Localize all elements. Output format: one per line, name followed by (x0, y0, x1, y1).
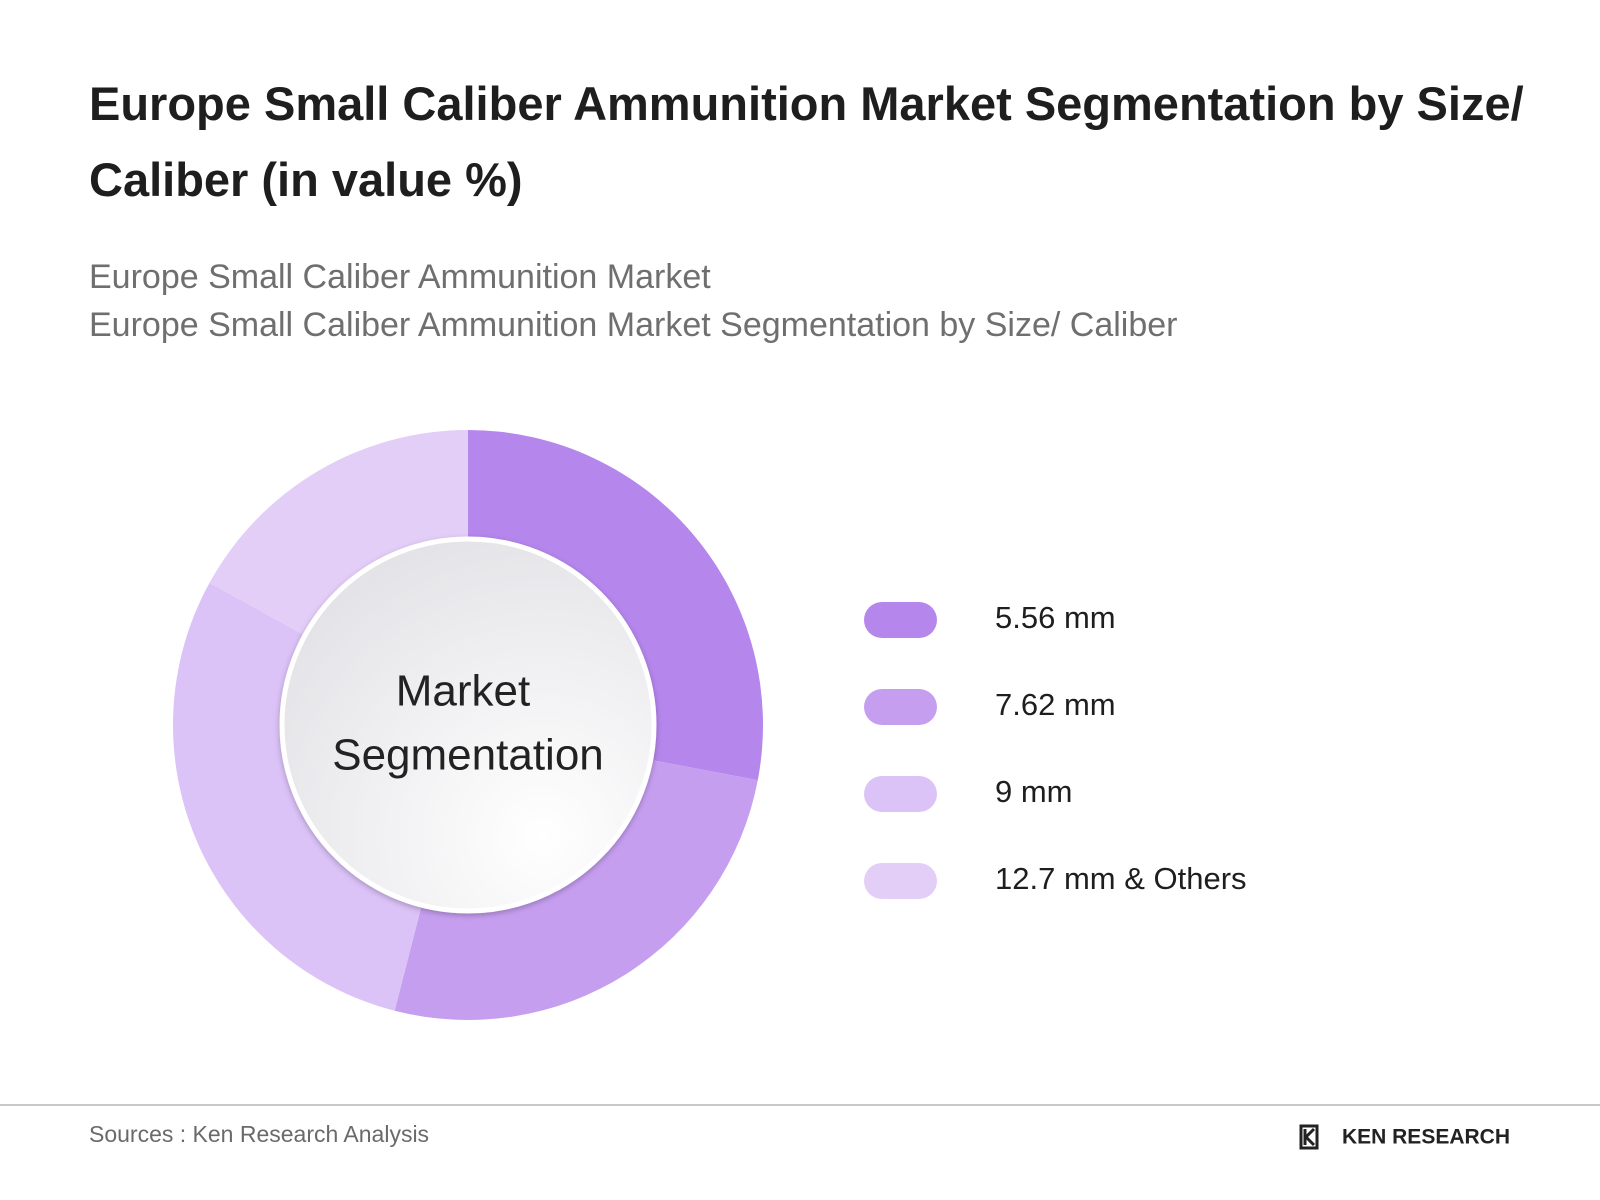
legend-label: 12.7 mm & Others (995, 861, 1247, 896)
logo: KEN RESEARCH (1299, 1124, 1510, 1150)
donut (173, 430, 764, 1020)
legend-label: 5.56 mm (995, 600, 1116, 635)
legend-swatch (864, 689, 937, 725)
logo-mark (1303, 1127, 1316, 1147)
logo-text: KEN RESEARCH (1342, 1126, 1510, 1149)
center-label: Segmentation (332, 731, 604, 780)
legend-swatch (864, 863, 937, 899)
center-disc (279, 536, 657, 914)
center-label: Market (396, 667, 530, 716)
subtitle: Europe Small Caliber Ammunition Market (89, 258, 711, 296)
legend: 5.56 mm 7.62 mm 9 mm 12.7 mm & Others (864, 600, 1247, 899)
legend-swatch (864, 602, 937, 638)
legend-label: 7.62 mm (995, 687, 1116, 722)
logo-mark (1299, 1124, 1319, 1150)
donut-slice (209, 430, 468, 648)
donut-slice (394, 754, 758, 1020)
legend-label: 9 mm (995, 774, 1073, 809)
subtitle: Europe Small Caliber Ammunition Market S… (89, 306, 1178, 344)
legend-swatch (864, 776, 937, 812)
chart-title: Europe Small Caliber Ammunition Market S… (89, 77, 1524, 206)
donut-slice (468, 430, 764, 781)
source-note: Sources : Ken Research Analysis (89, 1121, 429, 1147)
